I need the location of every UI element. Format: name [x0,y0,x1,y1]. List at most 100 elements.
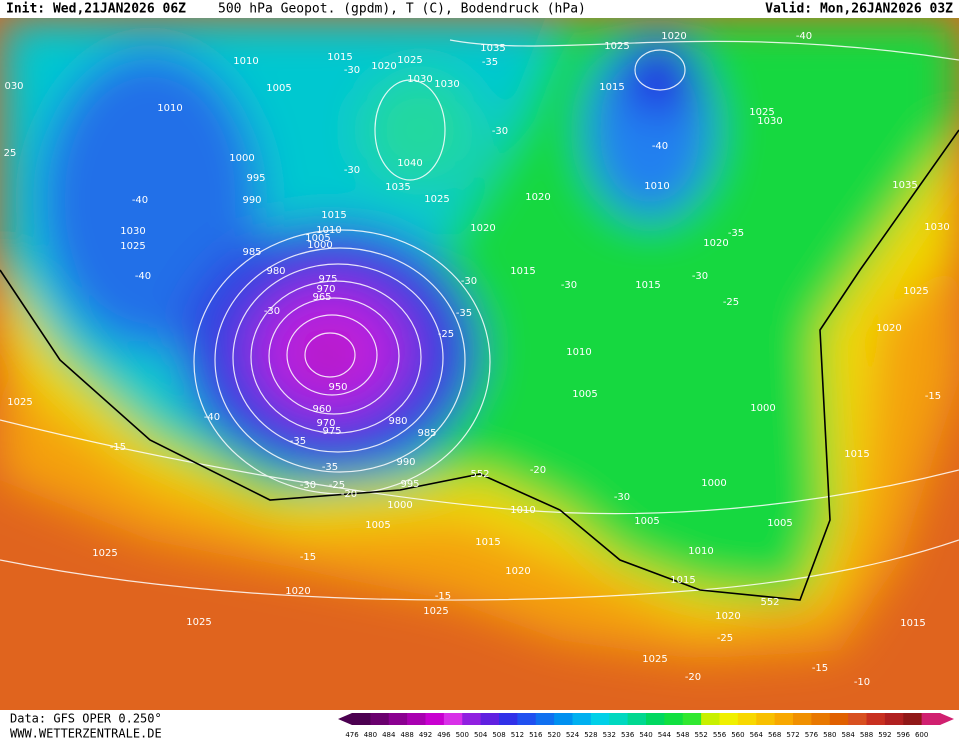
isobar-label: -40 [796,31,812,42]
colorbar-swatch [480,713,500,725]
colorbar-swatch [756,713,776,725]
isobar-label: 975 [322,426,341,437]
colorbar-label: 508 [492,731,505,739]
colorbar-label: 592 [878,731,891,739]
colorbar-swatch [646,713,665,725]
isobar-label: 1005 [572,389,597,400]
colorbar-label: 480 [364,731,377,739]
isobar-label: 1025 [604,41,629,52]
isobar-label: 1020 [505,566,530,577]
isobar-label: 1000 [701,478,726,489]
isobar-label: 1005 [634,516,659,527]
isobar-label: 1010 [157,103,182,114]
isobar-label: -40 [204,412,220,423]
website: WWW.WETTERZENTRALE.DE [10,727,162,741]
isobar-label: 1010 [316,225,341,236]
contour-552 [0,129,959,601]
colorbar-label: 476 [345,731,359,739]
isobar-label: 985 [242,247,261,258]
colorbar-swatch [554,713,573,725]
isobar-label: -35 [290,436,306,447]
isobar-label: 030 [4,81,23,92]
isobar-label: 1035 [480,43,505,54]
isobar-label: -15 [300,552,316,563]
isobar-label: 1030 [407,74,432,85]
colorbar-label: 524 [566,731,580,739]
isobar-label: 1015 [635,280,660,291]
colorbar-swatch [388,713,408,725]
isobar-label: 1010 [644,181,669,192]
colorbar-label: 536 [621,731,635,739]
colorbar-label: 588 [860,731,873,739]
isobar-label: 1015 [327,52,352,63]
colorbar-label: 552 [694,731,707,739]
isobar-label: 965 [312,292,331,303]
isobar-label: 1000 [229,153,254,164]
isobar-label: 1010 [233,56,258,67]
isobar-label: 1030 [924,222,949,233]
map-title: 500 hPa Geopot. (gpdm), T (C), Bodendruc… [218,2,586,17]
colorbar-label: 548 [676,731,689,739]
isobar-label: 1015 [510,266,535,277]
colorbar-label: 600 [915,731,928,739]
colorbar-swatch [572,713,592,725]
isobar-label: -15 [110,442,126,453]
isobar-label: -30 [561,280,577,291]
isobar-label: -35 [456,308,472,319]
colorbar-label: 596 [897,731,911,739]
isobar-label: -35 [322,462,338,473]
isobar-label: -15 [812,663,828,674]
isobar-label: 1015 [844,449,869,460]
isobar-label: -25 [717,633,733,644]
colorbar-swatch [627,713,647,725]
colorbar-label: 512 [511,731,524,739]
isobar-label: 1020 [470,223,495,234]
isobar-label: 1025 [186,617,211,628]
colorbar-swatch [903,713,923,725]
isobar-label: 1015 [321,210,346,221]
colorbar-swatch [407,713,426,725]
isobar-label: 980 [388,416,407,427]
isobar-label: -30 [344,165,360,176]
isobar-label: 990 [396,457,415,468]
colorbar-swatch [829,713,849,725]
isobar-label: -30 [692,271,708,282]
isobar-label: 970 [316,418,335,429]
isobar-label: 1020 [876,323,901,334]
colorbar-label: 488 [400,731,413,739]
isobar-label: 1040 [397,158,422,169]
isobar-label: 1035 [892,180,917,191]
isobar-label: 1025 [7,397,32,408]
colorbar-label: 496 [437,731,451,739]
isobar-label: -15 [435,591,451,602]
colorbar-swatch [682,713,702,725]
colorbar-arrow-left [338,713,352,725]
isobar-label: 1020 [661,31,686,42]
colorbar-swatch [609,713,629,725]
isobar-label: 1010 [510,505,535,516]
isobar-label: 1020 [703,238,728,249]
isobar-label: 1020 [715,611,740,622]
isobar-label: -20 [341,489,357,500]
isobar-label: 1015 [900,618,925,629]
isobar-label: 1015 [475,537,500,548]
isobar-label: 1000 [387,500,412,511]
isobar-label: -20 [685,672,701,683]
isobar-label: 1030 [434,79,459,90]
colorbar-swatch [884,713,904,725]
isobar-label: 960 [312,404,331,415]
isobar-label: -30 [492,126,508,137]
isobar-label: -40 [652,141,668,152]
colorbar-swatch [719,713,739,725]
colorbar-swatch [517,713,537,725]
isobar-label: 1020 [371,61,396,72]
isobar-label: 975 [318,274,337,285]
isobar-label: 1020 [525,192,550,203]
isobar-label: 1035 [385,182,410,193]
isobar-label: 1025 [120,241,145,252]
colorbar-swatch [793,713,812,725]
isobar-label: -20 [530,465,546,476]
colorbar-swatch [811,713,831,725]
isobar-label: 970 [316,284,335,295]
